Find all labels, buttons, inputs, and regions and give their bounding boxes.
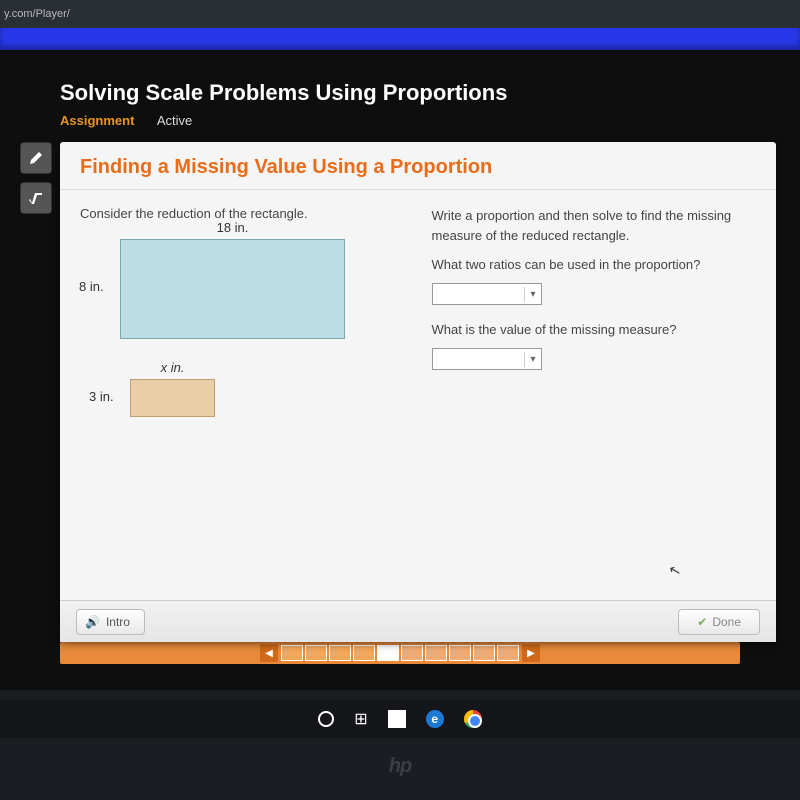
done-button-label: Done: [712, 615, 741, 629]
cortana-circle-icon[interactable]: [318, 711, 334, 727]
check-icon: ✔: [697, 615, 707, 629]
small-rect-width-label: x in.: [161, 360, 185, 375]
intro-button-label: Intro: [106, 615, 130, 629]
card-footer: 🔊 Intro ✔ Done: [60, 600, 776, 642]
progress-bar: ◀▶: [60, 642, 740, 664]
progress-prev-button[interactable]: ◀: [260, 644, 278, 662]
speaker-icon: 🔊: [85, 615, 100, 629]
sidebar-tools: [20, 142, 60, 642]
store-icon[interactable]: [388, 710, 406, 728]
mouse-cursor-icon: ↖: [667, 561, 683, 580]
right-column: Write a proportion and then solve to fin…: [432, 206, 756, 417]
formula-tool-button[interactable]: [20, 182, 52, 214]
lesson-title: Solving Scale Problems Using Proportions: [60, 80, 780, 106]
sqrt-icon: [28, 190, 44, 206]
progress-cell[interactable]: [377, 645, 399, 661]
done-button[interactable]: ✔ Done: [678, 609, 760, 635]
player-app: Solving Scale Problems Using Proportions…: [0, 50, 800, 690]
laptop-logo: hp: [389, 755, 411, 778]
windows-taskbar: ⊞ e: [0, 700, 800, 738]
progress-cell[interactable]: [401, 645, 423, 661]
small-rectangle: x in. 3 in.: [130, 379, 215, 417]
question-2: What is the value of the missing measure…: [432, 320, 756, 340]
large-rect-width-label: 18 in.: [217, 220, 249, 235]
progress-cell[interactable]: [353, 645, 375, 661]
progress-cell[interactable]: [449, 645, 471, 661]
progress-cell[interactable]: [305, 645, 327, 661]
edge-icon[interactable]: e: [426, 710, 444, 728]
progress-cell[interactable]: [425, 645, 447, 661]
assignment-label: Assignment: [60, 113, 134, 128]
progress-cell[interactable]: [473, 645, 495, 661]
large-rectangle: 18 in. 8 in.: [120, 239, 345, 339]
question-1: What two ratios can be used in the propo…: [432, 255, 756, 275]
measure-dropdown[interactable]: [432, 348, 542, 370]
progress-next-button[interactable]: ▶: [522, 644, 540, 662]
assignment-row: Assignment Active: [60, 112, 780, 130]
task-view-icon[interactable]: ⊞: [354, 709, 367, 729]
left-column: Consider the reduction of the rectangle.…: [80, 206, 432, 417]
browser-url-fragment: y.com/Player/: [0, 0, 800, 28]
ratio-dropdown[interactable]: [432, 283, 542, 305]
browser-tab-strip: [0, 28, 800, 50]
pencil-tool-button[interactable]: [20, 142, 52, 174]
instruction-text: Write a proportion and then solve to fin…: [432, 206, 756, 245]
large-rect-height-label: 8 in.: [79, 279, 104, 294]
pencil-icon: [28, 150, 44, 166]
status-label: Active: [157, 113, 192, 128]
card-title: Finding a Missing Value Using a Proporti…: [60, 142, 776, 190]
chrome-icon[interactable]: [464, 710, 482, 728]
prompt-text: Consider the reduction of the rectangle.: [80, 206, 432, 221]
progress-cell[interactable]: [497, 645, 519, 661]
small-rect-height-label: 3 in.: [89, 389, 114, 404]
intro-button[interactable]: 🔊 Intro: [76, 609, 145, 635]
content-card: Finding a Missing Value Using a Proporti…: [60, 142, 776, 642]
progress-cell[interactable]: [281, 645, 303, 661]
diagram: 18 in. 8 in. x in. 3 in.: [80, 239, 432, 417]
progress-cell[interactable]: [329, 645, 351, 661]
